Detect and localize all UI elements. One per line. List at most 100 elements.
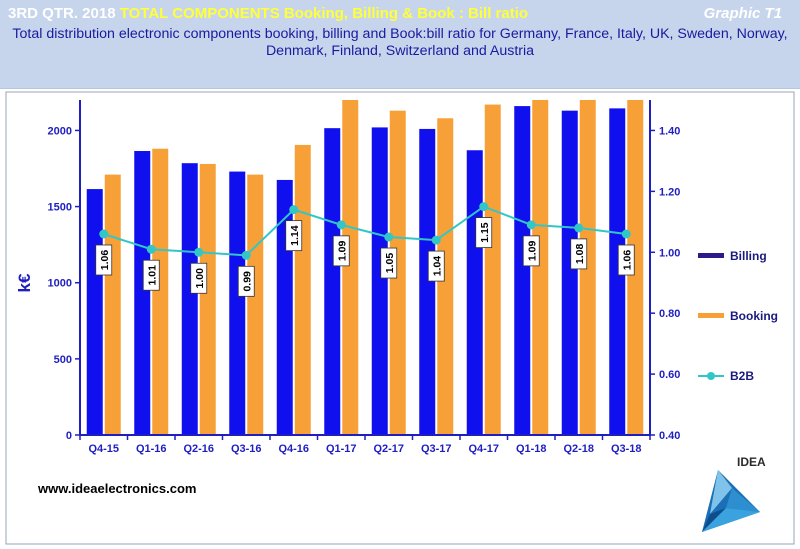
b2b-point xyxy=(336,220,346,230)
b2b-data-label-box xyxy=(617,244,635,276)
b2b-data-label-box xyxy=(380,247,398,279)
y2-tick-label: 0.80 xyxy=(659,308,680,320)
graphic-label: Graphic T1 xyxy=(703,5,782,22)
x-tick-label: Q4-17 xyxy=(468,443,499,455)
booking-bar xyxy=(484,104,501,436)
b2b-data-label: 1.09 xyxy=(522,235,540,267)
billing-bar xyxy=(609,108,626,435)
x-tick-label: Q4-15 xyxy=(88,443,119,455)
y2-tick-label: 1.00 xyxy=(659,247,680,259)
b2b-point xyxy=(574,223,584,233)
b2b-data-label-text: 1.01 xyxy=(146,265,158,286)
b2b-data-label-box xyxy=(522,235,540,267)
b2b-data-label: 1.14 xyxy=(285,220,303,252)
logo-facet xyxy=(710,470,732,514)
booking-bar xyxy=(104,174,121,435)
booking-bar xyxy=(342,100,359,435)
b2b-point xyxy=(194,247,204,257)
billing-bar xyxy=(561,110,578,435)
b2b-data-label: 1.09 xyxy=(332,235,350,267)
b2b-data-label: 1.06 xyxy=(617,244,635,276)
x-tick-label: Q2-16 xyxy=(183,443,214,455)
billing-bar xyxy=(514,106,531,435)
b2b-data-label: 1.06 xyxy=(95,244,113,276)
b2b-data-label: 0.99 xyxy=(237,265,255,297)
legend-label-booking: Booking xyxy=(730,309,778,323)
x-tick-label: Q1-17 xyxy=(326,443,357,455)
booking-bar xyxy=(247,174,264,435)
x-tick-label: Q2-18 xyxy=(563,443,594,455)
b2b-data-label-box xyxy=(285,220,303,252)
b2b-data-label: 1.15 xyxy=(475,217,493,248)
b2b-data-label-text: 1.04 xyxy=(431,256,443,277)
billing-bar xyxy=(371,127,388,435)
billing-bar xyxy=(466,150,483,435)
x-tick-label: Q2-17 xyxy=(373,443,404,455)
y2-tick-label: 1.20 xyxy=(659,186,680,198)
idea-logo-icon xyxy=(702,470,760,532)
b2b-point xyxy=(621,229,631,239)
b2b-line xyxy=(103,205,627,257)
legend-marker-b2b xyxy=(707,372,715,380)
b2b-data-label-box xyxy=(427,250,445,282)
title-quarter: 3RD QTR. 2018 xyxy=(8,5,116,22)
booking-bar xyxy=(389,110,406,435)
y-tick-label: 500 xyxy=(54,354,72,366)
x-tick-label: Q3-18 xyxy=(611,443,642,455)
title-topic: TOTAL COMPONENTS Booking, Billing & Book… xyxy=(119,5,529,22)
logo-text: IDEA xyxy=(737,455,766,469)
b2b-point xyxy=(146,244,156,254)
booking-bar xyxy=(532,100,549,435)
website-link[interactable]: www.ideaelectronics.com xyxy=(38,481,197,496)
y2-tick-label: 0.40 xyxy=(659,430,680,442)
b2b-data-label-text: 1.00 xyxy=(194,268,206,289)
b2b-point xyxy=(384,232,394,242)
y2-tick-label: 1.40 xyxy=(659,125,680,137)
b2b-data-label-box xyxy=(95,244,113,276)
x-tick-label: Q3-16 xyxy=(231,443,262,455)
legend-swatch-booking xyxy=(698,313,724,318)
x-tick-label: Q1-18 xyxy=(516,443,547,455)
booking-bar xyxy=(627,100,644,435)
billing-bar xyxy=(419,128,436,435)
b2b-data-label-text: 1.05 xyxy=(384,253,396,274)
billing-bar xyxy=(181,163,198,435)
booking-bar xyxy=(152,148,169,435)
b2b-point xyxy=(431,235,441,245)
b2b-data-label-box xyxy=(475,217,493,248)
b2b-data-label-box xyxy=(570,238,588,270)
legend-label-billing: Billing xyxy=(730,249,767,263)
b2b-data-label: 1.00 xyxy=(190,262,208,294)
billing-bar xyxy=(134,151,151,436)
b2b-point xyxy=(99,229,109,239)
b2b-data-label-box xyxy=(332,235,350,267)
legend-label-b2b: B2B xyxy=(730,369,754,383)
y-tick-label: 1500 xyxy=(48,202,72,214)
b2b-data-label: 1.05 xyxy=(380,247,398,279)
x-tick-label: Q4-16 xyxy=(278,443,309,455)
title-row: 3RD QTR. 2018 TOTAL COMPONENTS Booking, … xyxy=(8,5,782,25)
booking-bar xyxy=(294,144,311,435)
b2b-data-label-box xyxy=(190,262,208,294)
b2b-data-label-box xyxy=(142,259,160,291)
b2b-point xyxy=(479,202,489,212)
booking-bar xyxy=(579,100,596,435)
billing-bar xyxy=(86,189,103,435)
b2b-data-label: 1.01 xyxy=(142,259,160,291)
b2b-data-label-box xyxy=(237,265,255,297)
b2b-data-label-text: 1.08 xyxy=(574,244,586,265)
logo-facet xyxy=(726,488,760,512)
billing-bar xyxy=(229,171,246,435)
b2b-data-label-text: 1.15 xyxy=(479,222,491,243)
b2b-data-label-text: 1.06 xyxy=(621,250,633,271)
y-tick-label: 1000 xyxy=(48,278,72,290)
x-tick-label: Q1-16 xyxy=(136,443,167,455)
y-tick-label: 0 xyxy=(66,430,72,442)
y2-tick-label: 0.60 xyxy=(659,369,680,381)
b2b-point xyxy=(526,220,536,230)
chart-subtitle: Total distribution electronic components… xyxy=(12,26,788,59)
chart-header: 3RD QTR. 2018 TOTAL COMPONENTS Booking, … xyxy=(0,0,800,89)
b2b-data-label: 1.04 xyxy=(427,250,445,282)
booking-bar xyxy=(437,118,454,435)
y-tick-label: 2000 xyxy=(48,125,72,137)
